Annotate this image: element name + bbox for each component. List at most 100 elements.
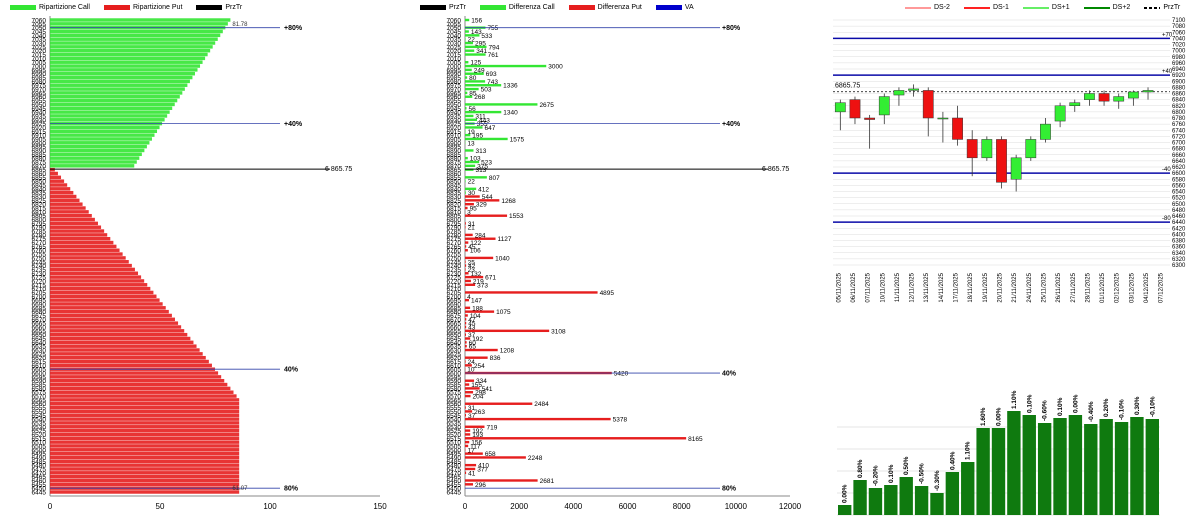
put-value-label: 2681 [540,478,555,485]
put-value-label: 1075 [496,309,511,316]
put-bar [465,318,466,320]
call-bar [465,38,466,40]
legend-label: DS-2 [934,4,950,11]
percent-bar [1084,424,1097,515]
ripartizione-bar [50,467,239,470]
date-tick-label: 19/11/2025 [983,272,989,302]
put-bar [465,403,532,405]
ripartizione-bar [50,241,113,244]
put-bar [465,437,686,439]
ripartizione-bar [50,402,239,405]
call-bar [465,134,470,136]
ripartizione-bar [50,229,104,232]
put-bar [465,414,466,416]
y-tick-label: 6520 [1172,196,1186,202]
ripartizione-bar [50,202,83,205]
y-tick-label: 6300 [1172,263,1186,269]
panel-ripartizione: Ripartizione Call Ripartizione Put PrzTr… [0,0,400,519]
put-bar [465,441,469,443]
legend-label: DS+1 [1052,4,1070,11]
legend-label: PrzTr [449,4,466,11]
candle-body [894,90,904,95]
ripartizione-bar [50,383,227,386]
put-bar [465,272,469,274]
ripartizione-bar [50,291,153,294]
strike-tick-label: 6445 [32,490,47,497]
put-bar [465,299,469,301]
call-bar [465,165,475,167]
ripartizione-bar [50,60,203,63]
ripartizione-bar [50,268,135,271]
put-bar [465,472,466,474]
call-value-label: 156 [471,18,482,25]
call-value-label: 13 [467,140,475,147]
put-value-label: 1553 [509,213,524,220]
ripartizione-bar [50,164,134,167]
ripartizione-bar [50,156,139,159]
call-bar [465,42,473,44]
ripartizione-bar [50,348,200,351]
x-tick-label: 6000 [619,502,637,511]
ripartizione-bar [50,57,205,60]
ripartizione-bar [50,168,55,171]
ripartizione-bar [50,318,175,321]
ripartizione-bar [50,456,239,459]
y-tick-label: 6500 [1172,202,1186,208]
y-tick-label: 6480 [1172,208,1186,214]
percent-bar [961,462,974,515]
y-tick-label: 6320 [1172,257,1186,263]
call-value-label: 268 [474,94,485,101]
y-tick-label: 6960 [1172,61,1186,67]
y-tick-label: 7040 [1172,36,1186,42]
y-tick-label: 7000 [1172,49,1186,55]
y-tick-label: 6620 [1172,165,1186,171]
percent-bar-label: -0.30% [934,470,941,491]
ripartizione-bar [50,341,193,344]
put-bar [465,234,473,236]
ripartizione-bar [50,391,234,394]
percent-bar [1069,415,1082,515]
put-bar [465,215,507,217]
ripartizione-bar [50,218,95,221]
legend-item: VA [656,4,694,11]
ripartizione-bar [50,233,107,236]
ripartizione-bar [50,114,167,117]
ripartizione-bar [50,325,181,328]
ripartizione-bar [50,34,220,37]
put-bar [465,268,466,270]
put-value-label: 41 [468,470,476,477]
call-bar [465,149,473,151]
ripartizione-bar [50,333,187,336]
legend-differenza: PrzTr Differenza Call Differenza Put VA [420,4,694,11]
call-bar [465,69,472,71]
call-bar [465,61,468,63]
put-value-label: 5378 [613,417,628,424]
ripartizione-bar [50,49,210,52]
date-tick-label: 28/11/2025 [1085,272,1091,302]
put-bar [465,341,467,343]
candle-body [1099,94,1109,102]
candle-body [982,139,992,157]
ripartizione-bar [50,76,192,79]
call-value-label: 313 [475,148,486,155]
ripartizione-bar [50,490,239,493]
ripartizione-bar [50,30,223,33]
y-tick-label: 6940 [1172,67,1186,73]
percent-bar-label: 0.00% [1072,394,1079,413]
percent-bar-label: -0.50% [919,463,926,484]
ripartizione-bar [50,275,141,278]
y-tick-label: 6440 [1172,220,1186,226]
ripartizione-bar [50,360,209,363]
candle-body [1084,94,1094,100]
ripartizione-bar [50,483,239,486]
level-label: 80% [722,486,737,493]
put-bar [465,333,466,335]
percent-bar [900,477,913,515]
candlestick-chart: 6300632063406360638064006420644064606480… [825,0,1200,330]
call-bar [465,157,468,159]
candle-body [967,139,977,157]
bottom-value-label: 61.07 [232,486,248,492]
ripartizione-bar [50,260,129,263]
ripartizione-bar [50,425,239,428]
candle-body [908,89,918,91]
